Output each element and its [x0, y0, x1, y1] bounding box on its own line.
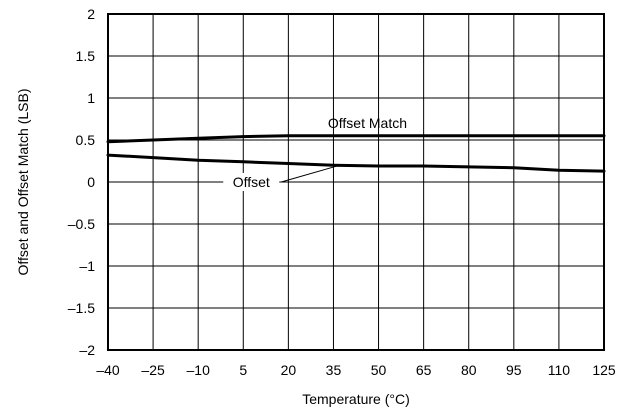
x-tick-label: 65: [416, 362, 432, 378]
x-tick-label: 110: [548, 362, 571, 378]
annotation-offset-leader: [281, 164, 340, 183]
annotation-offset: Offset: [233, 174, 270, 190]
annotation-offset-match: Offset Match: [328, 115, 407, 131]
x-tick-label: –10: [187, 362, 211, 378]
annotations: Offset Match Offset: [223, 115, 407, 191]
y-axis-title: Offset and Offset Match (LSB): [15, 88, 31, 275]
x-tick-labels: –40 –25 –10 5 20 35 50 65 80 95 110 125: [96, 362, 616, 378]
x-tick-label: 80: [461, 362, 477, 378]
x-tick-label: 35: [326, 362, 342, 378]
x-tick-label: 50: [371, 362, 387, 378]
grid: [107, 13, 605, 351]
y-tick-label: –1: [79, 258, 95, 274]
x-tick-label: 5: [239, 362, 247, 378]
y-tick-label: –1.5: [68, 300, 95, 316]
series-line-offset-match: [106, 134, 606, 144]
x-tick-label: 125: [592, 362, 616, 378]
series-lines: [106, 134, 606, 173]
y-tick-labels: –2 –1.5 –1 –0.5 0 0.5 1 1.5 2: [68, 6, 95, 358]
y-tick-label: 1.5: [76, 48, 96, 64]
series-line-offset: [106, 153, 606, 173]
x-tick-label: –25: [141, 362, 165, 378]
y-tick-label: 1: [87, 90, 95, 106]
annotation-offset-bg: [223, 173, 280, 191]
y-tick-label: 0: [87, 174, 95, 190]
x-tick-label: 20: [281, 362, 297, 378]
x-axis-title: Temperature (°C): [302, 391, 410, 407]
y-tick-label: 2: [87, 6, 95, 22]
x-tick-label: –40: [96, 362, 120, 378]
y-tick-label: 0.5: [76, 132, 96, 148]
plot-frame: [107, 13, 605, 351]
x-tick-label: 95: [506, 362, 522, 378]
y-tick-label: –2: [79, 342, 95, 358]
y-tick-label: –0.5: [68, 216, 95, 232]
